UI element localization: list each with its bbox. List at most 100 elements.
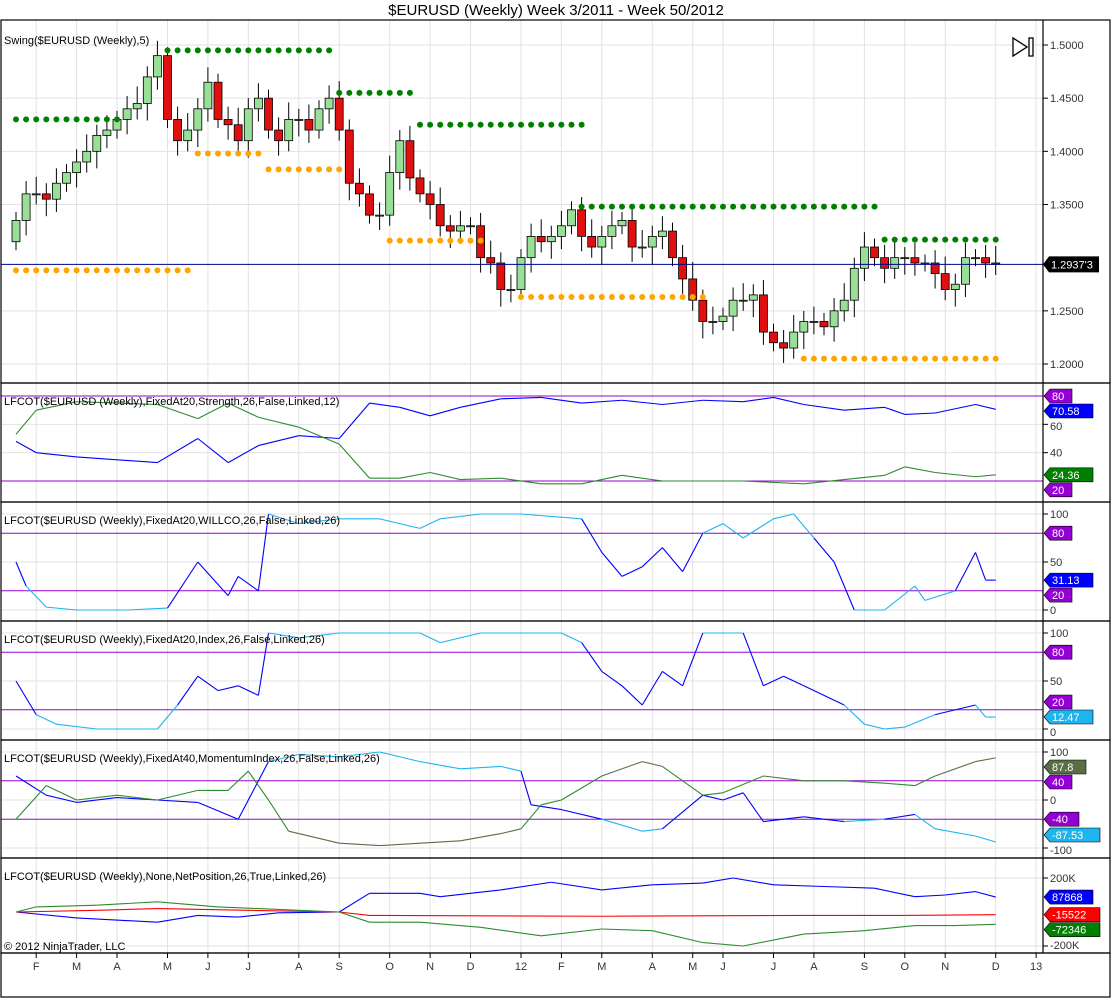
net-large-specs-segment (652, 930, 703, 944)
candle-body (718, 315, 728, 322)
momentum-commercials-segment (914, 813, 936, 830)
momentum-commercials-segment (268, 753, 299, 763)
net-commercials-segment (652, 882, 703, 886)
strength-green-segment (197, 402, 229, 420)
net-commercials-segment (551, 881, 602, 891)
y-tick-label: 1.2500 (1050, 306, 1084, 318)
swing-low-dot (659, 294, 666, 301)
momentum-specs-segment (288, 830, 340, 844)
panel-label-momentum: LFCOT($EURUSD (Weekly),FixedAt40,Momentu… (4, 753, 380, 765)
candle-body (203, 81, 213, 110)
momentum-commercials-segment (803, 816, 845, 823)
swing-high-dot (780, 203, 787, 210)
swing-high-dot (13, 116, 19, 123)
candle-body (425, 193, 435, 205)
swing-high-dot (538, 121, 545, 128)
candle-body (668, 230, 677, 259)
swing-high-dot (83, 116, 90, 123)
swing-high-dot (295, 47, 302, 54)
strength-blue-segment (157, 438, 199, 464)
swing-low-dot (194, 150, 201, 157)
swing-high-dot (53, 116, 60, 123)
strength-blue-segment (76, 456, 158, 464)
net-commercials-segment (601, 884, 653, 891)
strength-blue-segment (743, 396, 774, 403)
candle-body (253, 97, 263, 110)
swing-high-dot (881, 236, 888, 243)
willco-segment (914, 585, 926, 601)
panel-label-price: Swing($EURUSD (Weekly),5) (4, 35, 149, 47)
swing-low-dot (922, 355, 928, 362)
momentum-commercials-segment (237, 761, 269, 820)
willco-segment (15, 561, 27, 587)
willco-segment (127, 607, 168, 611)
net-commercials-segment (773, 884, 825, 888)
net-small-specs-segment (904, 914, 996, 916)
candle-body (193, 108, 203, 131)
index-segment (237, 685, 259, 696)
end-bar-icon (1028, 37, 1034, 57)
net-small-specs-segment (15, 909, 97, 913)
candle-body (587, 235, 597, 248)
strength-green-segment (621, 474, 663, 482)
candle-body (728, 299, 738, 317)
momentum-specs-segment (975, 757, 996, 763)
candle-body (213, 81, 223, 120)
candle-body (748, 294, 758, 301)
net-large-specs-segment (864, 925, 915, 932)
candle-body (122, 108, 132, 120)
candle-body (647, 235, 657, 248)
value-badge (1043, 907, 1101, 922)
swing-low-dot (43, 267, 50, 274)
index-segment (197, 675, 219, 692)
momentum-specs-segment (520, 804, 542, 830)
swing-high-dot (760, 203, 767, 210)
net-large-specs-segment (541, 928, 602, 937)
y-tick-label: 1.4000 (1050, 146, 1084, 158)
index-segment (934, 704, 976, 716)
swing-high-dot (457, 121, 464, 128)
strength-green-segment (935, 471, 976, 478)
grid-lines (1, 20, 1043, 953)
x-tick-label: M (597, 961, 606, 973)
scroll-to-end-button[interactable] (1011, 36, 1037, 60)
momentum-commercials-segment (419, 761, 461, 770)
swing-high-dot (659, 203, 666, 210)
y-tick-label: 0 (1050, 795, 1056, 807)
y-tick-label: 1.3500 (1050, 200, 1084, 212)
candle-body (829, 310, 839, 328)
momentum-commercials-segment (935, 828, 976, 837)
swing-low-dot (528, 294, 535, 301)
candle-body (344, 129, 354, 184)
candle-body (981, 257, 990, 264)
swing-low-dot (417, 237, 423, 244)
swing-high-dot (204, 47, 211, 54)
x-tick-label: M (688, 961, 697, 973)
swing-low-dot (285, 166, 292, 173)
strength-blue-segment (197, 438, 229, 464)
momentum-specs-segment (227, 770, 249, 791)
strength-blue-segment (15, 440, 37, 454)
strength-blue-segment (773, 396, 804, 406)
swing-high-dot (821, 203, 827, 210)
swing-high-dot (366, 89, 373, 96)
value-badge (1043, 644, 1073, 660)
swing-low-dot (13, 267, 19, 274)
candle-body (82, 150, 92, 163)
willco-segment (419, 518, 441, 529)
swing-high-dot (578, 121, 585, 128)
candle-body (314, 108, 324, 131)
swing-high-dot (285, 47, 292, 54)
swing-low-dot (295, 166, 302, 173)
swing-low-dot (608, 294, 615, 301)
y-tick-label: 1.2000 (1050, 359, 1084, 371)
swing-low-dot (447, 237, 454, 244)
net-commercials-segment (76, 917, 158, 923)
swing-high-dot (730, 203, 737, 210)
willco-segment (257, 513, 270, 591)
momentum-commercials-segment (662, 794, 704, 830)
index-segment (904, 714, 936, 728)
swing-high-dot (103, 116, 110, 123)
index-segment (742, 632, 764, 686)
net-large-specs-segment (217, 906, 259, 910)
